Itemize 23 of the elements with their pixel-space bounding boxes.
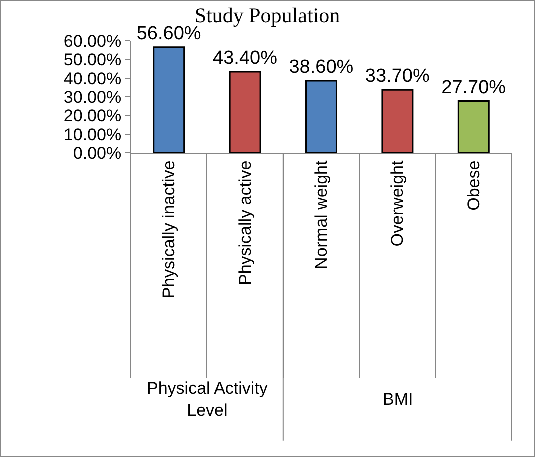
bar [382, 89, 414, 153]
text: Physical Activity Level [147, 379, 268, 420]
y-tick-label: 10.00% [64, 125, 122, 144]
x-tick-label: Physically active [236, 160, 255, 286]
data-label: 27.70% [442, 77, 506, 98]
y-tick-label: 0.00% [73, 144, 122, 163]
bar [229, 71, 262, 153]
text: BMI [383, 390, 414, 409]
bar [458, 100, 490, 153]
data-label: 43.40% [213, 48, 278, 69]
x-tick-label: Overweight [388, 160, 408, 247]
y-tick-label: 30.00% [64, 88, 122, 107]
x-tick-label: Normal weight [312, 160, 332, 270]
data-label: 33.70% [365, 66, 430, 88]
x-tick-label: Physically inactive [160, 160, 179, 299]
bar [306, 80, 338, 153]
y-tick-label: 50.00% [64, 50, 122, 70]
y-tick-label: 60.00% [64, 32, 122, 51]
y-tick-label: 20.00% [64, 106, 122, 126]
data-label: 38.60% [289, 56, 354, 78]
y-tick-label: 40.00% [64, 69, 122, 88]
x-tick-label: Obese [464, 160, 484, 211]
bar [153, 46, 186, 153]
